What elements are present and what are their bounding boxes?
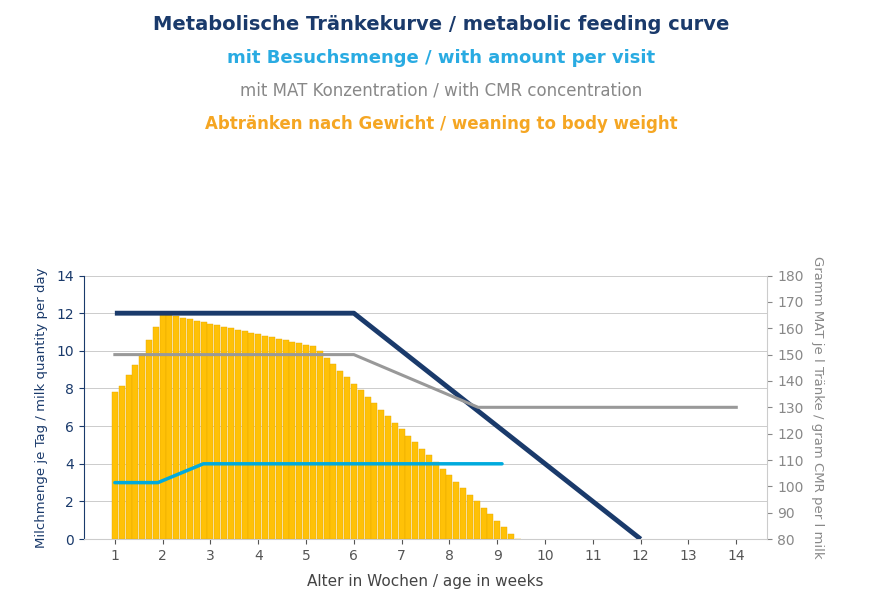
Bar	[160, 313, 166, 539]
Bar	[255, 334, 261, 539]
Bar	[406, 436, 412, 539]
Bar	[439, 468, 445, 539]
Bar	[228, 328, 234, 539]
Bar	[153, 326, 159, 539]
Bar	[508, 534, 514, 539]
Y-axis label: Milchmenge je Tag / milk quantity per day: Milchmenge je Tag / milk quantity per da…	[35, 267, 49, 547]
Bar	[194, 320, 200, 539]
Bar	[364, 397, 370, 539]
Bar	[139, 353, 146, 539]
Bar	[446, 475, 452, 539]
Bar	[358, 390, 363, 539]
Bar	[125, 376, 131, 539]
Bar	[200, 322, 206, 539]
X-axis label: Alter in Wochen / age in weeks: Alter in Wochen / age in weeks	[307, 574, 544, 589]
Bar	[310, 346, 316, 539]
Bar	[419, 449, 425, 539]
Bar	[119, 386, 124, 539]
Bar	[146, 340, 152, 539]
Bar	[167, 314, 173, 539]
Bar	[488, 515, 493, 539]
Bar	[282, 340, 288, 539]
Bar	[132, 365, 138, 539]
Bar	[385, 416, 391, 539]
Text: Metabolische Tränkekurve / metabolic feeding curve: Metabolische Tränkekurve / metabolic fee…	[153, 15, 729, 34]
Bar	[269, 337, 275, 539]
Bar	[249, 333, 254, 539]
Bar	[242, 331, 248, 539]
Text: Abtränken nach Gewicht / weaning to body weight: Abtränken nach Gewicht / weaning to body…	[205, 115, 677, 133]
Bar	[331, 364, 336, 539]
Bar	[371, 403, 377, 539]
Bar	[344, 377, 350, 539]
Bar	[392, 423, 398, 539]
Bar	[187, 319, 193, 539]
Bar	[174, 316, 179, 539]
Y-axis label: Gramm MAT je l Tränke / gram CMR per l milk: Gramm MAT je l Tränke / gram CMR per l m…	[811, 256, 825, 559]
Text: mit Besuchsmenge / with amount per visit: mit Besuchsmenge / with amount per visit	[227, 49, 655, 67]
Bar	[289, 342, 295, 539]
Bar	[235, 330, 241, 539]
Bar	[501, 527, 507, 539]
Bar	[474, 501, 480, 539]
Bar	[324, 358, 330, 539]
Bar	[180, 317, 186, 539]
Bar	[351, 383, 357, 539]
Bar	[433, 462, 439, 539]
Bar	[481, 508, 487, 539]
Bar	[112, 392, 118, 539]
Bar	[207, 324, 213, 539]
Bar	[412, 443, 418, 539]
Bar	[221, 327, 228, 539]
Bar	[276, 339, 281, 539]
Bar	[262, 336, 268, 539]
Bar	[303, 345, 309, 539]
Bar	[399, 429, 405, 539]
Text: mit MAT Konzentration / with CMR concentration: mit MAT Konzentration / with CMR concent…	[240, 81, 642, 99]
Bar	[467, 495, 473, 539]
Bar	[317, 351, 323, 539]
Bar	[214, 325, 220, 539]
Bar	[426, 455, 432, 539]
Bar	[453, 482, 460, 539]
Bar	[296, 343, 303, 539]
Bar	[460, 488, 466, 539]
Bar	[337, 371, 343, 539]
Bar	[378, 410, 385, 539]
Bar	[494, 521, 500, 539]
